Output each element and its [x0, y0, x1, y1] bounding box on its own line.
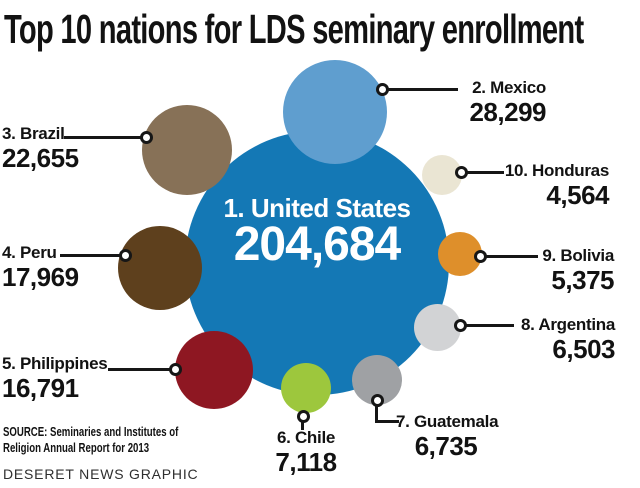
- credit-line: DESERET NEWS GRAPHIC: [3, 466, 199, 482]
- label-mexico: 2. Mexico 28,299: [426, 78, 546, 126]
- label-chile-name: 6. Chile: [276, 428, 336, 447]
- leader-line-guatemala-horizontal: [375, 420, 399, 423]
- page-title: Top 10 nations for LDS seminary enrollme…: [4, 6, 584, 52]
- label-guatemala-value: 6,735: [414, 431, 478, 461]
- source-line-2: Religion Annual Report for 2013: [3, 440, 150, 455]
- leader-line-brazil: [64, 136, 144, 139]
- us-value: 204,684: [233, 218, 402, 271]
- leader-line-bolivia: [485, 255, 538, 258]
- leader-dot-chile: [297, 410, 310, 423]
- leader-dot-guatemala: [371, 394, 384, 407]
- label-bolivia-name: 9. Bolivia: [542, 246, 614, 265]
- bubble-peru: [118, 226, 202, 310]
- label-peru: 4. Peru 17,969: [2, 243, 79, 291]
- leader-line-chile: [301, 420, 304, 430]
- source-note: SOURCE: Seminaries and Institutes of Rel…: [3, 424, 178, 456]
- leader-dot-brazil: [140, 131, 153, 144]
- label-guatemala-name: 7. Guatemala: [396, 412, 499, 431]
- leader-line-guatemala-vertical: [375, 404, 378, 423]
- leader-dot-mexico: [376, 83, 389, 96]
- leader-line-peru: [60, 254, 122, 257]
- label-argentina-name: 8. Argentina: [520, 315, 615, 334]
- label-brazil: 3. Brazil 22,655: [2, 124, 79, 172]
- leader-dot-honduras: [455, 166, 468, 179]
- leader-dot-peru: [119, 249, 132, 262]
- leader-line-philippines: [108, 368, 172, 371]
- source-line-1: SOURCE: Seminaries and Institutes of: [3, 424, 179, 439]
- label-philippines-name: 5. Philippines: [2, 354, 108, 373]
- label-peru-value: 17,969: [2, 262, 79, 292]
- label-philippines: 5. Philippines 16,791: [2, 354, 108, 403]
- leader-dot-argentina: [454, 319, 467, 332]
- leader-line-argentina: [465, 324, 514, 327]
- label-brazil-name: 3. Brazil: [2, 124, 65, 143]
- label-argentina: 8. Argentina 6,503: [495, 315, 616, 364]
- label-peru-name: 4. Peru: [2, 243, 57, 262]
- us-label: 1. United States: [223, 193, 411, 223]
- label-chile: 6. Chile 7,118: [256, 428, 356, 476]
- label-honduras-value: 4,564: [546, 180, 609, 210]
- label-argentina-value: 6,503: [552, 334, 615, 364]
- bubble-brazil: [142, 105, 232, 195]
- bubble-philippines: [175, 331, 253, 409]
- label-philippines-value: 16,791: [2, 373, 79, 403]
- label-guatemala: 7. Guatemala 6,735: [396, 412, 499, 461]
- leader-line-honduras: [466, 171, 504, 174]
- label-bolivia-value: 5,375: [551, 265, 614, 295]
- label-bolivia: 9. Bolivia 5,375: [494, 246, 614, 294]
- label-honduras: 10. Honduras 4,564: [489, 161, 610, 210]
- label-chile-value: 7,118: [275, 447, 337, 477]
- bubble-mexico: [283, 60, 387, 164]
- bubble-chile: [281, 363, 331, 413]
- bubble-argentina: [414, 304, 461, 351]
- label-brazil-value: 22,655: [2, 143, 79, 173]
- label-honduras-name: 10. Honduras: [504, 161, 609, 180]
- leader-dot-bolivia: [474, 250, 487, 263]
- us-bubble-text: 1. United States 204,684: [185, 193, 449, 271]
- leader-line-mexico: [386, 88, 458, 91]
- label-mexico-name: 2. Mexico: [472, 78, 546, 97]
- leader-dot-philippines: [169, 363, 182, 376]
- label-mexico-value: 28,299: [469, 97, 546, 127]
